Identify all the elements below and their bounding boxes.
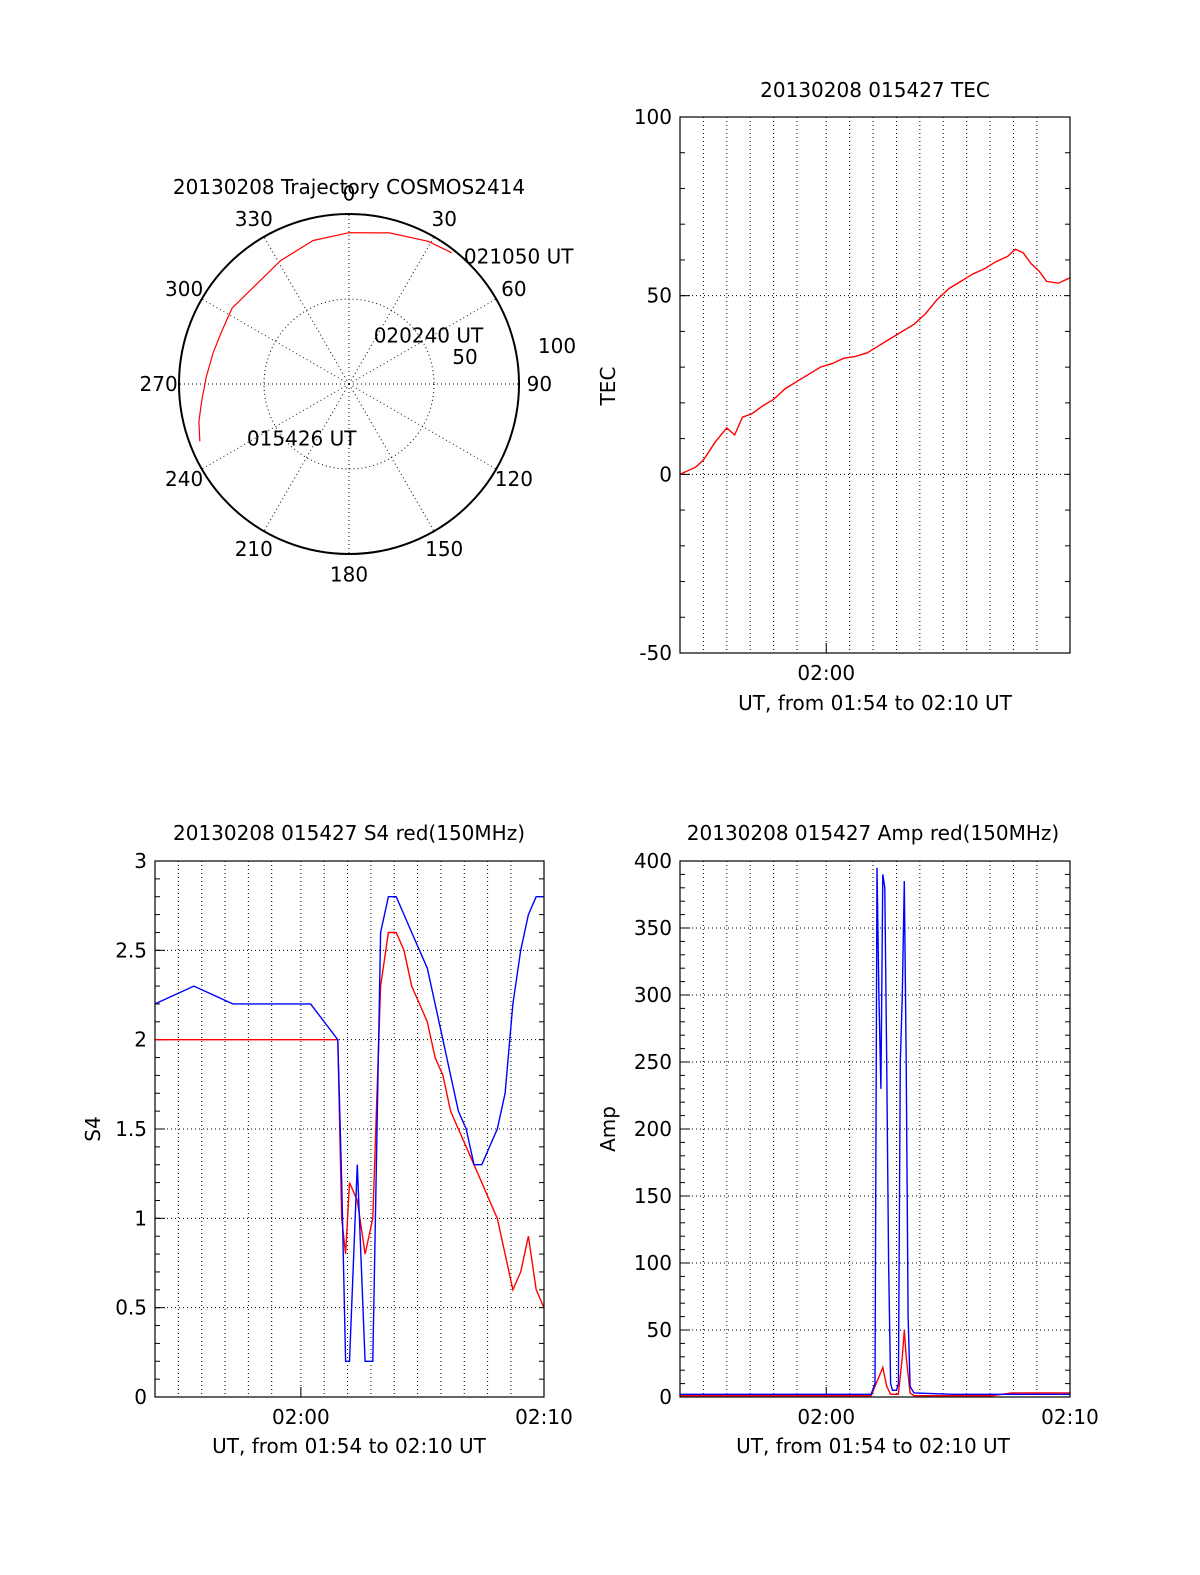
amp-ytick-label: 400 <box>634 849 672 873</box>
tec-xlabel: UT, from 01:54 to 02:10 UT <box>738 691 1013 715</box>
amp-title: 20130208 015427 Amp red(150MHz) <box>687 821 1059 845</box>
polar-spoke <box>348 383 435 532</box>
polar-grid <box>178 213 520 555</box>
polar-angle-label: 180 <box>330 562 368 586</box>
polar-angle-labels: 0 30 60 90 120 150 180 210 240 270 300 330 50 100 <box>140 182 577 587</box>
amp-ytick-label: 300 <box>634 983 672 1007</box>
s4-chart: 20130208 015427 S4 red(150MHz) UT, from … <box>81 821 573 1458</box>
amp-xlabel: UT, from 01:54 to 02:10 UT <box>736 1434 1011 1458</box>
polar-trajectory-chart: 20130208 Trajectory COSMOS2414 0 30 60 90 12… <box>140 175 577 586</box>
tec-ytick-label: 50 <box>647 284 672 308</box>
polar-spoke <box>348 236 435 385</box>
s4-ytick-label: 1.5 <box>115 1117 147 1141</box>
tec-chart: 20130208 015427 TEC UT, from 01:54 to 02… <box>596 78 1071 715</box>
polar-angle-label: 0 <box>343 182 356 206</box>
tec-ytick-label: 0 <box>659 462 672 486</box>
polar-spoke <box>263 236 350 385</box>
polar-spoke <box>348 383 497 470</box>
polar-angle-label: 300 <box>165 277 203 301</box>
tec-plot-area: -50 0 50 100 02:00 <box>634 105 1071 685</box>
polar-angle-label: 30 <box>431 207 456 231</box>
polar-trajectory-line <box>198 232 452 442</box>
s4-series-blue <box>155 896 544 1362</box>
amp-ylabel: Amp <box>596 1106 620 1152</box>
s4-xtick-label: 02:00 <box>272 1405 330 1429</box>
s4-title: 20130208 015427 S4 red(150MHz) <box>173 821 525 845</box>
polar-outer-circle <box>178 213 520 555</box>
tec-frame <box>679 116 1071 654</box>
polar-annotation: 021050 UT <box>464 244 574 268</box>
polar-radial-label: 50 <box>452 345 477 369</box>
s4-xlabel: UT, from 01:54 to 02:10 UT <box>212 1434 487 1458</box>
tec-series-TEC <box>680 248 1070 475</box>
polar-angle-label: 120 <box>495 467 533 491</box>
amp-ytick-label: 100 <box>634 1251 672 1275</box>
polar-series <box>198 232 452 442</box>
s4-ytick-label: 3 <box>134 849 147 873</box>
polar-spoke <box>263 383 350 532</box>
s4-ytick-label: 2.5 <box>115 938 147 962</box>
amp-frame <box>679 860 1071 1398</box>
polar-spoke <box>348 298 497 385</box>
amp-xtick-label: 02:10 <box>1041 1405 1099 1429</box>
tec-ytick-label: -50 <box>639 641 672 665</box>
polar-angle-label: 150 <box>425 537 463 561</box>
polar-annotation: 015426 UT <box>247 426 357 450</box>
amp-series-red <box>680 1329 1070 1397</box>
polar-angle-label: 60 <box>501 277 526 301</box>
s4-xtick-label: 02:10 <box>515 1405 573 1429</box>
amp-ytick-label: 150 <box>634 1184 672 1208</box>
tec-ytick-label: 100 <box>634 105 672 129</box>
polar-radial-label: 100 <box>538 334 576 358</box>
polar-angle-label: 210 <box>235 537 273 561</box>
s4-plot-area: 0 0.5 1 1.5 2 2.5 3 02:00 02:10 <box>115 849 573 1429</box>
amp-ytick-label: 350 <box>634 916 672 940</box>
polar-spoke <box>201 383 350 470</box>
s4-ytick-label: 1 <box>134 1206 147 1230</box>
amp-plot-area: 0 50 100 150 200 250 300 350 400 02:00 02:10 <box>634 849 1099 1429</box>
s4-ylabel: S4 <box>81 1116 105 1141</box>
s4-series-red <box>155 931 544 1308</box>
amp-chart: 20130208 015427 Amp red(150MHz) UT, from… <box>596 821 1099 1458</box>
amp-xtick-label: 02:00 <box>797 1405 855 1429</box>
s4-ytick-label: 0.5 <box>115 1296 147 1320</box>
s4-ytick-label: 0 <box>134 1385 147 1409</box>
tec-ylabel: TEC <box>596 367 620 407</box>
tec-xtick-label: 02:00 <box>797 661 855 685</box>
s4-frame <box>154 860 545 1398</box>
amp-ytick-label: 200 <box>634 1117 672 1141</box>
polar-title: 20130208 Trajectory COSMOS2414 <box>173 175 525 199</box>
polar-angle-label: 270 <box>140 372 178 396</box>
amp-ytick-label: 250 <box>634 1050 672 1074</box>
polar-angle-label: 90 <box>527 372 552 396</box>
polar-annotation: 020240 UT <box>374 324 484 348</box>
s4-ytick-label: 2 <box>134 1028 147 1052</box>
polar-annotations: 021050 UT 020240 UT 015426 UT <box>247 244 574 450</box>
amp-ytick-label: 50 <box>647 1318 672 1342</box>
polar-angle-label: 330 <box>235 207 273 231</box>
tec-title: 20130208 015427 TEC <box>760 78 990 102</box>
amp-ytick-label: 0 <box>659 1385 672 1409</box>
polar-angle-label: 240 <box>165 467 203 491</box>
polar-spoke <box>201 298 350 385</box>
amp-series-blue <box>680 867 1070 1395</box>
